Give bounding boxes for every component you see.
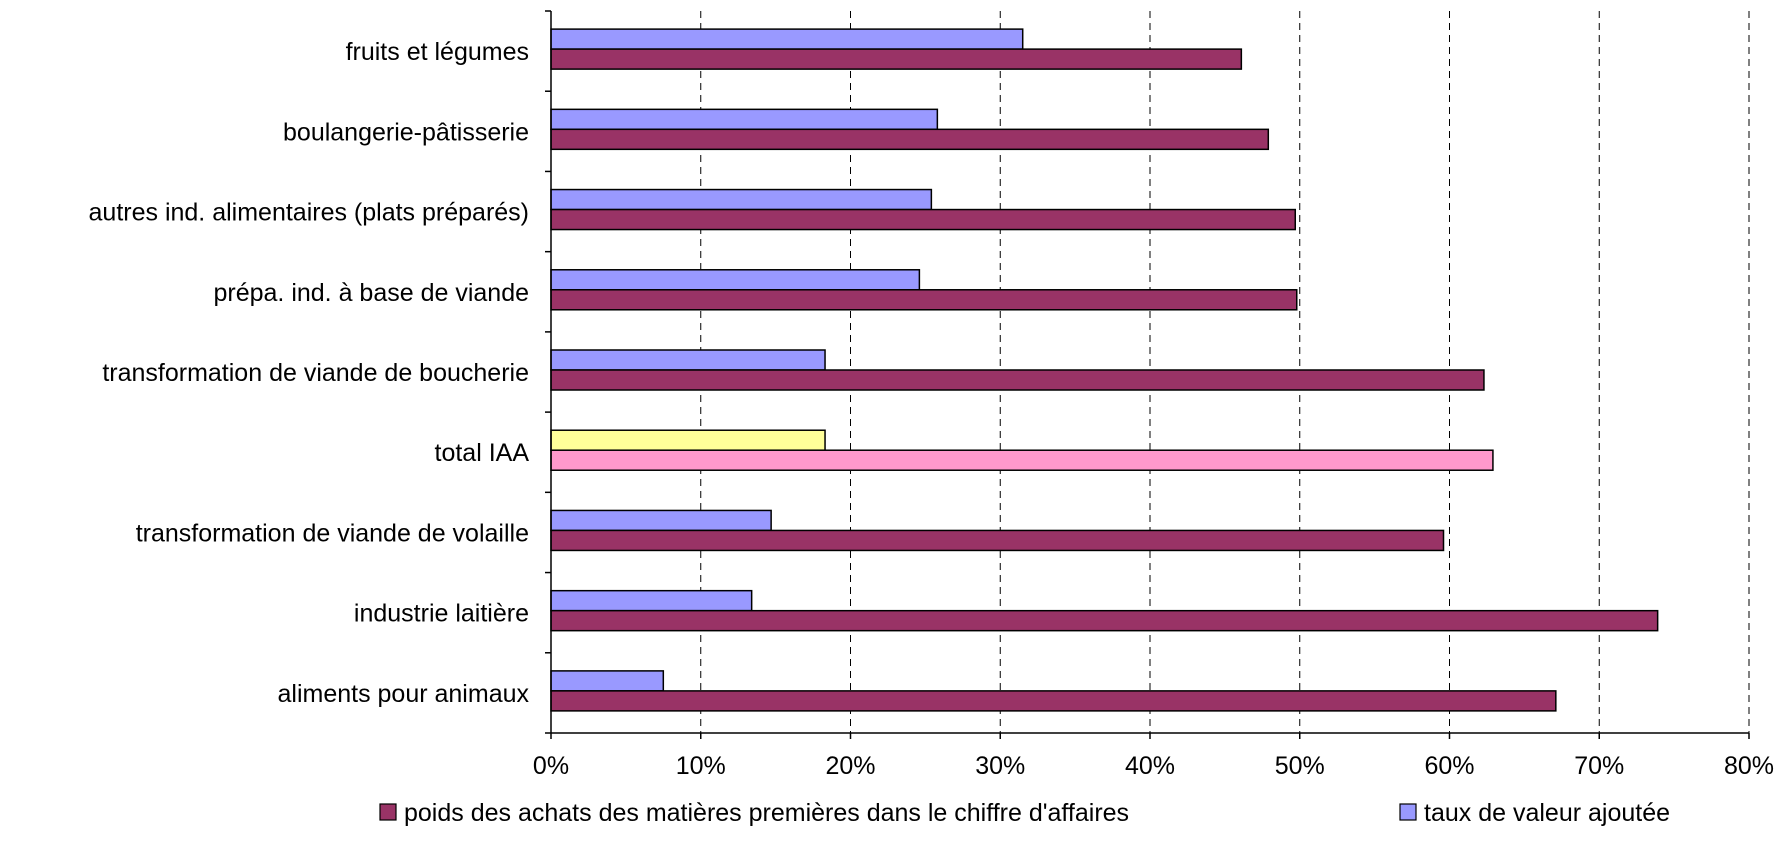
bar-purchases-6 [550, 529, 1445, 552]
bar-purchases-7 [550, 609, 1659, 632]
bar-purchases-0 [550, 48, 1243, 70]
x-tick-label-70: 70% [1574, 752, 1624, 780]
legend-item-value-added-label: taux de valeur ajoutée [1424, 799, 1670, 827]
bar-value-added-2 [550, 188, 933, 211]
axes [545, 10, 1750, 739]
bar-purchases-5 [550, 449, 1494, 471]
bar-value-added-1 [550, 108, 939, 131]
bar-purchases-1 [550, 128, 1270, 151]
x-tick-label-10: 10% [676, 752, 726, 780]
category-label-4: transformation de viande de boucherie [102, 359, 529, 387]
x-tick-label-30: 30% [975, 752, 1025, 780]
category-labels: fruits et légumes boulangerie-pâtisserie a… [89, 38, 530, 708]
legend-item-value-added-swatch [1399, 803, 1417, 821]
legend-item-purchases-label: poids des achats des matières premières … [404, 799, 1129, 827]
bar-purchases-2 [550, 208, 1297, 231]
legend: poids des achats des matières premières … [379, 799, 1670, 827]
bar-purchases-3 [550, 289, 1298, 311]
legend-item-purchases: poids des achats des matières premières … [379, 799, 1129, 827]
x-tick-label-80: 80% [1724, 752, 1774, 780]
category-label-5: total IAA [435, 439, 530, 467]
bar-value-added-0 [550, 28, 1024, 50]
bar-value-added-3 [550, 269, 921, 291]
x-tick-labels: 0% 10% 20% 30% 40% 50% 60% 70% 80% [533, 752, 1774, 780]
legend-item-value-added: taux de valeur ajoutée [1399, 799, 1670, 827]
bar-purchases-4 [550, 369, 1485, 391]
bar-purchases-8 [550, 690, 1557, 712]
x-tick-label-20: 20% [825, 752, 875, 780]
x-tick-label-40: 40% [1125, 752, 1175, 780]
bar-value-added-4 [550, 349, 826, 371]
bar-value-added-7 [550, 589, 753, 612]
category-label-0: fruits et légumes [346, 38, 529, 66]
x-tick-label-0: 0% [533, 752, 569, 780]
bar-value-added-5 [550, 429, 826, 451]
x-tick-label-60: 60% [1424, 752, 1474, 780]
x-tick-label-50: 50% [1275, 752, 1325, 780]
bar-series [550, 28, 1659, 712]
category-label-7: industrie laitière [354, 600, 529, 628]
bar-value-added-8 [550, 670, 665, 692]
category-label-8: aliments pour animaux [277, 680, 529, 708]
legend-item-purchases-swatch [379, 803, 397, 821]
bar-value-added-6 [550, 509, 772, 532]
category-label-1: boulangerie-pâtisserie [283, 118, 529, 146]
category-label-2: autres ind. alimentaires (plats préparés… [89, 199, 529, 227]
category-label-6: transformation de viande de volaille [136, 519, 529, 547]
category-label-3: prépa. ind. à base de viande [213, 279, 529, 307]
